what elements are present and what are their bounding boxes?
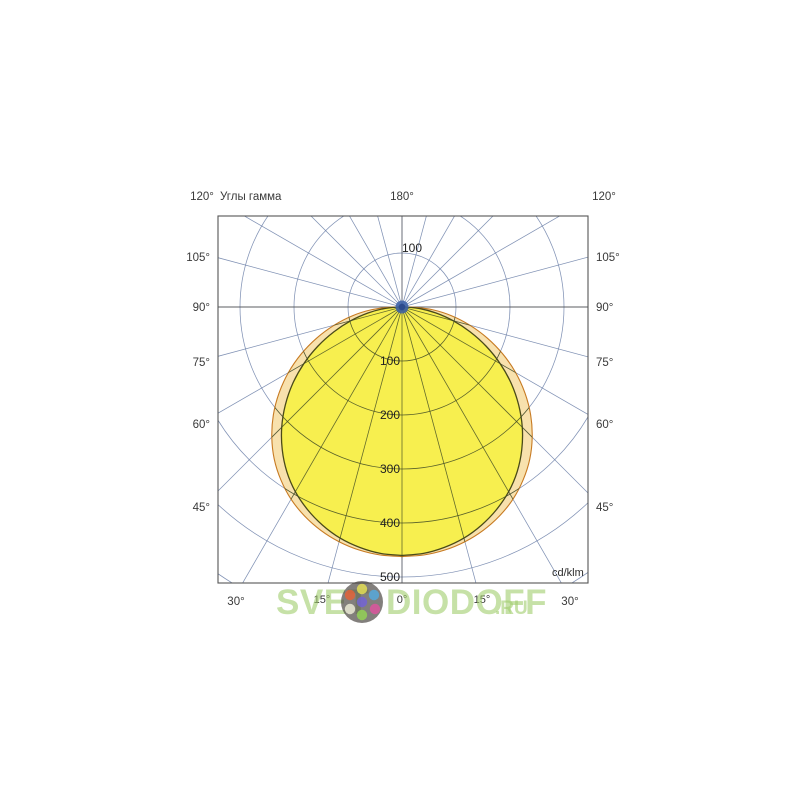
axis-label-left-105: 105°: [186, 252, 210, 264]
axis-label-bottom-0: 0°: [397, 594, 408, 606]
axis-label-left-60: 60°: [193, 419, 210, 431]
ring-label-100: 100: [380, 354, 400, 368]
plot-frame: [217, 215, 589, 584]
axis-label-bottom-15-left: 15°: [314, 594, 331, 606]
axis-label-right-120: 120°: [592, 191, 616, 203]
axis-label-top-180: 180°: [390, 191, 414, 203]
axis-label-left-75: 75°: [193, 357, 210, 369]
axis-label-right-75: 75°: [596, 357, 613, 369]
unit-label: cd/klm: [552, 567, 584, 579]
axis-label-bottom-15-right: 15°: [474, 594, 491, 606]
axis-label-bottom-30-right: 30°: [561, 596, 578, 608]
ring-label-200: 200: [380, 408, 400, 422]
axis-label-right-45: 45°: [596, 502, 613, 514]
watermark-text-part3: .RU: [495, 598, 528, 619]
axis-label-left-45: 45°: [193, 502, 210, 514]
axis-label-left-90: 90°: [193, 302, 210, 314]
axis-label-right-60: 60°: [596, 419, 613, 431]
pole-marker: [395, 300, 409, 314]
axis-label-right-105: 105°: [596, 252, 620, 264]
axis-label-left-120: 120°: [190, 191, 214, 203]
chart-title: Углы гамма: [220, 191, 282, 203]
ring-value-labels: 100 200 300 400 500: [380, 354, 400, 584]
ring-label-upper-100: 100: [402, 241, 422, 255]
watermark-text-part2: DIODOFF: [386, 583, 547, 622]
ring-label-300: 300: [380, 462, 400, 476]
distribution-curves: [271, 306, 533, 558]
axis-label-bottom-30-left: 30°: [227, 596, 244, 608]
ring-label-500: 500: [380, 570, 400, 584]
ring-label-400: 400: [380, 516, 400, 530]
svetodiodoff-logo-icon: [341, 581, 383, 623]
axis-label-right-90: 90°: [596, 302, 613, 314]
watermark: SVET DIODOFF .RU: [276, 581, 547, 623]
